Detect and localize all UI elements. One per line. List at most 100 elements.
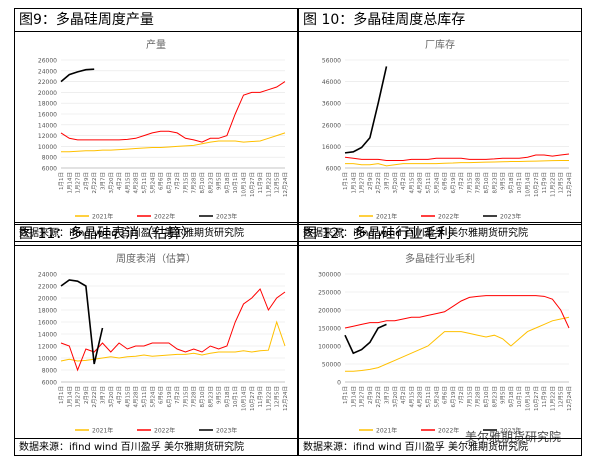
chart: 多晶硅行业毛利 0 50000 100000 150000 200000 250000 300… xyxy=(318,252,573,435)
x-tick-label: 11月22日 xyxy=(265,172,272,197)
x-tick-label: 4月2日 xyxy=(116,386,123,404)
x-tick-label: 4月28日 xyxy=(133,386,140,408)
x-tick-label: 1月27日 xyxy=(359,172,366,194)
x-tick-label: 1月27日 xyxy=(75,386,82,408)
panel: 图 10：多晶硅周度总库存 厂库存 6000 16000 26000 36000 46000… xyxy=(298,8,582,242)
x-tick-label: 10月14日 xyxy=(241,386,248,411)
x-tick-label: 3月7日 xyxy=(99,172,106,190)
x-tick-label: 4月28日 xyxy=(417,172,424,194)
x-tick-label: 7月2日 xyxy=(174,386,181,404)
panel-header: 图9：多晶硅周度产量 xyxy=(15,9,297,32)
legend-label: 2021年 xyxy=(376,427,397,435)
x-tick-label: 10月14日 xyxy=(525,386,532,411)
x-tick-label: 12月5日 xyxy=(274,386,281,408)
legend-label: 2022年 xyxy=(438,213,459,221)
x-tick-label: 3月20日 xyxy=(392,386,399,408)
legend-label: 2021年 xyxy=(92,213,113,221)
y-tick-label: 36000 xyxy=(322,101,341,108)
chart-title: 厂库存 xyxy=(425,38,455,51)
x-tick-label: 7月2日 xyxy=(458,172,465,190)
x-tick-label: 7月28日 xyxy=(475,172,482,194)
y-tick-label: 6000 xyxy=(42,166,57,173)
y-tick-label: 12000 xyxy=(38,344,57,351)
x-tick-label: 9月18日 xyxy=(224,172,231,194)
y-tick-label: 10000 xyxy=(38,144,57,151)
chart: 周度表消（估算） 6000 8000 10000 12000 14000 16000 1800… xyxy=(38,252,289,435)
x-tick-label: 2月9日 xyxy=(83,386,90,404)
y-tick-label: 8000 xyxy=(42,155,57,162)
x-tick-label: 10月14日 xyxy=(241,172,248,197)
x-tick-label: 7月15日 xyxy=(466,172,473,194)
x-tick-label: 8月23日 xyxy=(491,386,498,408)
y-tick-label: 6000 xyxy=(326,166,341,173)
x-tick-label: 12月24日 xyxy=(566,172,573,197)
series-line xyxy=(345,316,570,372)
y-tick-label: 18000 xyxy=(38,101,57,108)
x-tick-label: 10月27日 xyxy=(533,172,540,197)
y-tick-label: 200000 xyxy=(318,308,341,315)
y-tick-label: 250000 xyxy=(318,290,341,297)
x-tick-label: 7月28日 xyxy=(475,386,482,408)
legend-label: 2022年 xyxy=(154,427,175,435)
y-tick-label: 150000 xyxy=(318,326,341,333)
x-tick-label: 11月22日 xyxy=(549,386,556,411)
legend-label: 2021年 xyxy=(376,213,397,221)
x-tick-label: 10月1日 xyxy=(516,172,523,194)
y-tick-label: 24000 xyxy=(38,272,57,279)
x-tick-label: 7月15日 xyxy=(182,386,189,408)
x-tick-label: 1月1日 xyxy=(58,386,65,404)
y-tick-label: 46000 xyxy=(322,79,341,86)
y-tick-label: 0 xyxy=(337,380,341,387)
series-line xyxy=(61,132,286,153)
y-tick-label: 8000 xyxy=(42,368,57,375)
x-tick-label: 1月1日 xyxy=(342,172,349,190)
x-tick-label: 6月19日 xyxy=(166,386,173,408)
x-tick-label: 8月23日 xyxy=(207,386,214,408)
x-tick-label: 5月24日 xyxy=(149,172,156,194)
series-line xyxy=(60,279,104,365)
x-tick-label: 5月11日 xyxy=(425,386,432,408)
x-tick-label: 7月28日 xyxy=(191,172,198,194)
x-tick-label: 12月24日 xyxy=(282,172,289,197)
x-tick-label: 1月27日 xyxy=(359,386,366,408)
x-tick-label: 6月6日 xyxy=(442,172,449,190)
x-tick-label: 11月9日 xyxy=(257,172,264,194)
series-line xyxy=(60,68,95,83)
x-tick-label: 11月9日 xyxy=(541,172,548,194)
x-tick-label: 3月7日 xyxy=(383,172,390,190)
panel-header: 图 10：多晶硅周度总库存 xyxy=(299,9,581,32)
panel: 图 12：多晶硅行业毛利 多晶硅行业毛利 0 50000 100000 150000 200… xyxy=(298,222,582,456)
x-tick-label: 6月6日 xyxy=(158,172,165,190)
x-tick-label: 5月24日 xyxy=(433,386,440,408)
x-tick-label: 5月11日 xyxy=(141,172,148,194)
x-tick-label: 9月5日 xyxy=(500,172,507,190)
x-tick-label: 4月15日 xyxy=(408,386,415,408)
x-tick-label: 6月6日 xyxy=(442,386,449,404)
source-note: 数据来源：ifind wind 百川盈孚 美尔雅期货研究院 xyxy=(299,438,581,457)
legend-label: 2023年 xyxy=(216,213,237,221)
x-tick-label: 1月14日 xyxy=(350,386,357,408)
x-tick-label: 5月24日 xyxy=(149,386,156,408)
x-tick-label: 4月2日 xyxy=(400,172,407,190)
y-tick-label: 10000 xyxy=(38,356,57,363)
x-tick-label: 2月22日 xyxy=(91,172,98,194)
x-tick-label: 1月14日 xyxy=(66,386,73,408)
y-tick-label: 56000 xyxy=(322,58,341,65)
y-tick-label: 300000 xyxy=(318,272,341,279)
y-tick-label: 14000 xyxy=(38,332,57,339)
x-tick-label: 9月5日 xyxy=(500,386,507,404)
y-tick-label: 12000 xyxy=(38,133,57,140)
x-tick-label: 3月7日 xyxy=(383,386,390,404)
chart-title: 多晶硅行业毛利 xyxy=(405,252,475,265)
x-tick-label: 10月14日 xyxy=(525,172,532,197)
x-tick-label: 7月15日 xyxy=(466,386,473,408)
x-tick-label: 6月6日 xyxy=(158,386,165,404)
x-tick-label: 12月5日 xyxy=(274,172,281,194)
chart-title: 产量 xyxy=(146,38,166,51)
series-line xyxy=(344,153,570,161)
x-tick-label: 8月10日 xyxy=(483,172,490,194)
legend-label: 2022年 xyxy=(438,427,459,435)
panel-header: 图 11：多晶硅表消（估算） xyxy=(15,223,297,246)
x-tick-label: 2月22日 xyxy=(375,386,382,408)
x-tick-label: 10月27日 xyxy=(249,172,256,197)
